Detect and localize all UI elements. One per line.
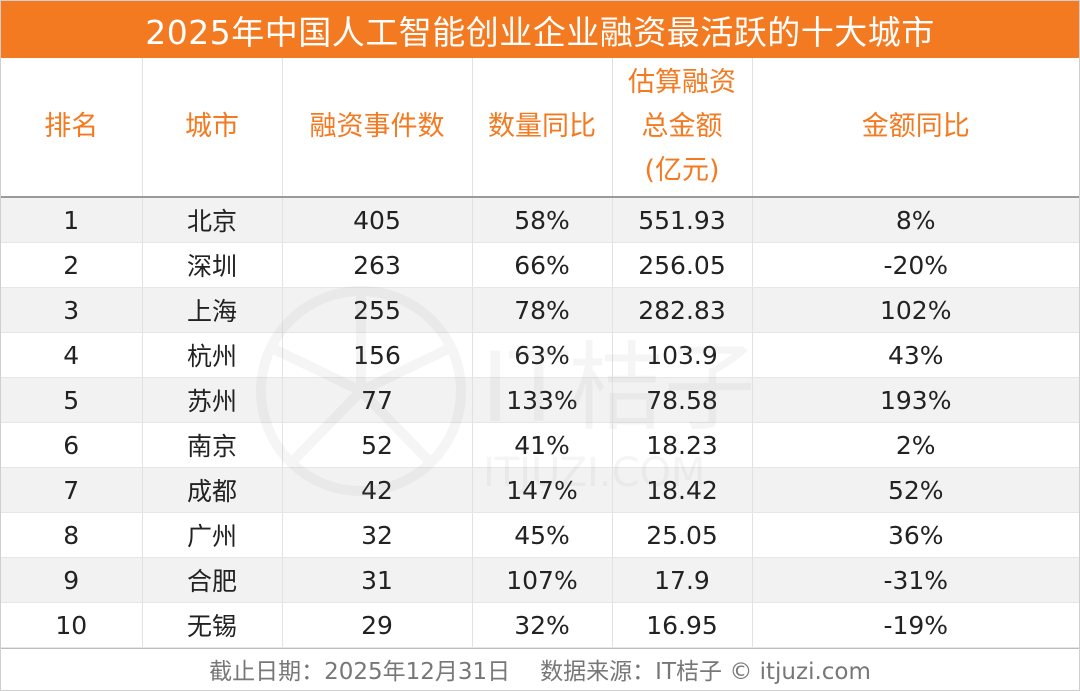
cell-amount-yoy: -19%	[752, 602, 1079, 648]
footer: 截止日期：2025年12月31日 数据来源：IT桔子 © itjuzi.com	[1, 648, 1079, 689]
cell-city: 广州	[142, 512, 283, 558]
cell-rank: 7	[1, 467, 143, 513]
cell-events: 29	[282, 602, 473, 648]
cell-count-yoy: 78%	[472, 287, 613, 333]
table-row: 2 深圳 263 66% 256.05 -20%	[1, 242, 1079, 288]
cell-rank: 5	[1, 377, 143, 423]
header-rank: 排名	[1, 58, 143, 198]
table-row: 8 广州 32 45% 25.05 36%	[1, 512, 1079, 558]
table-row: 6 南京 52 41% 18.23 2%	[1, 422, 1079, 468]
cell-city: 苏州	[142, 377, 283, 423]
table-row: 5 苏州 77 133% 78.58 193%	[1, 377, 1079, 423]
cell-amount: 282.83	[612, 287, 753, 333]
page-title: 2025年中国人工智能创业企业融资最活跃的十大城市	[1, 1, 1079, 58]
cell-amount-yoy: -20%	[752, 242, 1079, 288]
cell-count-yoy: 58%	[472, 197, 613, 243]
table-row: 3 上海 255 78% 282.83 102%	[1, 287, 1079, 333]
table-body: 1 北京 405 58% 551.93 8% 2 深圳 263 66% 256.…	[1, 197, 1079, 648]
header-amount-yoy: 金额同比	[752, 58, 1079, 198]
cell-events: 32	[282, 512, 473, 558]
table-row: 7 成都 42 147% 18.42 52%	[1, 467, 1079, 513]
cell-events: 42	[282, 467, 473, 513]
cell-events: 31	[282, 557, 473, 603]
header-amount-line1: 估算融资	[628, 67, 736, 98]
cell-events: 405	[282, 197, 473, 243]
cell-amount-yoy: 2%	[752, 422, 1079, 468]
cell-rank: 8	[1, 512, 143, 558]
cell-amount-yoy: 8%	[752, 197, 1079, 243]
cell-rank: 6	[1, 422, 143, 468]
cell-amount: 18.23	[612, 422, 753, 468]
cell-count-yoy: 32%	[472, 602, 613, 648]
header-amount-line3: (亿元)	[644, 155, 720, 186]
cell-amount: 103.9	[612, 332, 753, 378]
header-city: 城市	[142, 58, 283, 198]
table-row: 1 北京 405 58% 551.93 8%	[1, 197, 1079, 243]
cell-amount: 16.95	[612, 602, 753, 648]
cell-amount: 551.93	[612, 197, 753, 243]
cell-rank: 3	[1, 287, 143, 333]
cell-count-yoy: 66%	[472, 242, 613, 288]
cell-amount-yoy: 36%	[752, 512, 1079, 558]
cell-amount-yoy: 193%	[752, 377, 1079, 423]
footer-date: 截止日期：2025年12月31日	[209, 659, 511, 685]
cell-amount-yoy: 43%	[752, 332, 1079, 378]
cell-events: 263	[282, 242, 473, 288]
cell-city: 杭州	[142, 332, 283, 378]
header-amount-line2: 总金额	[641, 111, 723, 142]
header-amount: 估算融资 总金额 (亿元)	[612, 58, 753, 198]
cell-count-yoy: 45%	[472, 512, 613, 558]
table-row: 4 杭州 156 63% 103.9 43%	[1, 332, 1079, 378]
cell-city: 南京	[142, 422, 283, 468]
cell-events: 52	[282, 422, 473, 468]
cell-events: 156	[282, 332, 473, 378]
cell-count-yoy: 147%	[472, 467, 613, 513]
header-events: 融资事件数	[282, 58, 473, 198]
cell-rank: 2	[1, 242, 143, 288]
cell-amount: 78.58	[612, 377, 753, 423]
cell-city: 深圳	[142, 242, 283, 288]
cell-amount: 256.05	[612, 242, 753, 288]
cell-rank: 10	[1, 602, 143, 648]
cell-events: 255	[282, 287, 473, 333]
cell-rank: 9	[1, 557, 143, 603]
cell-amount-yoy: -31%	[752, 557, 1079, 603]
ranking-table: 排名 城市 融资事件数 数量同比 估算融资 总金额 (亿元) 金额同比 1 北京…	[1, 58, 1079, 648]
cell-events: 77	[282, 377, 473, 423]
cell-city: 成都	[142, 467, 283, 513]
cell-city: 上海	[142, 287, 283, 333]
cell-amount-yoy: 102%	[752, 287, 1079, 333]
header-count-yoy: 数量同比	[472, 58, 613, 198]
table-row: 9 合肥 31 107% 17.9 -31%	[1, 557, 1079, 603]
cell-amount: 17.9	[612, 557, 753, 603]
cell-city: 北京	[142, 197, 283, 243]
table-header: 排名 城市 融资事件数 数量同比 估算融资 总金额 (亿元) 金额同比	[1, 58, 1079, 198]
cell-city: 无锡	[142, 602, 283, 648]
cell-city: 合肥	[142, 557, 283, 603]
footer-source: 数据来源：IT桔子 © itjuzi.com	[540, 659, 871, 685]
cell-amount: 18.42	[612, 467, 753, 513]
cell-count-yoy: 133%	[472, 377, 613, 423]
table-row: 10 无锡 29 32% 16.95 -19%	[1, 602, 1079, 648]
cell-amount-yoy: 52%	[752, 467, 1079, 513]
cell-rank: 1	[1, 197, 143, 243]
cell-count-yoy: 107%	[472, 557, 613, 603]
cell-rank: 4	[1, 332, 143, 378]
cell-count-yoy: 63%	[472, 332, 613, 378]
cell-count-yoy: 41%	[472, 422, 613, 468]
cell-amount: 25.05	[612, 512, 753, 558]
